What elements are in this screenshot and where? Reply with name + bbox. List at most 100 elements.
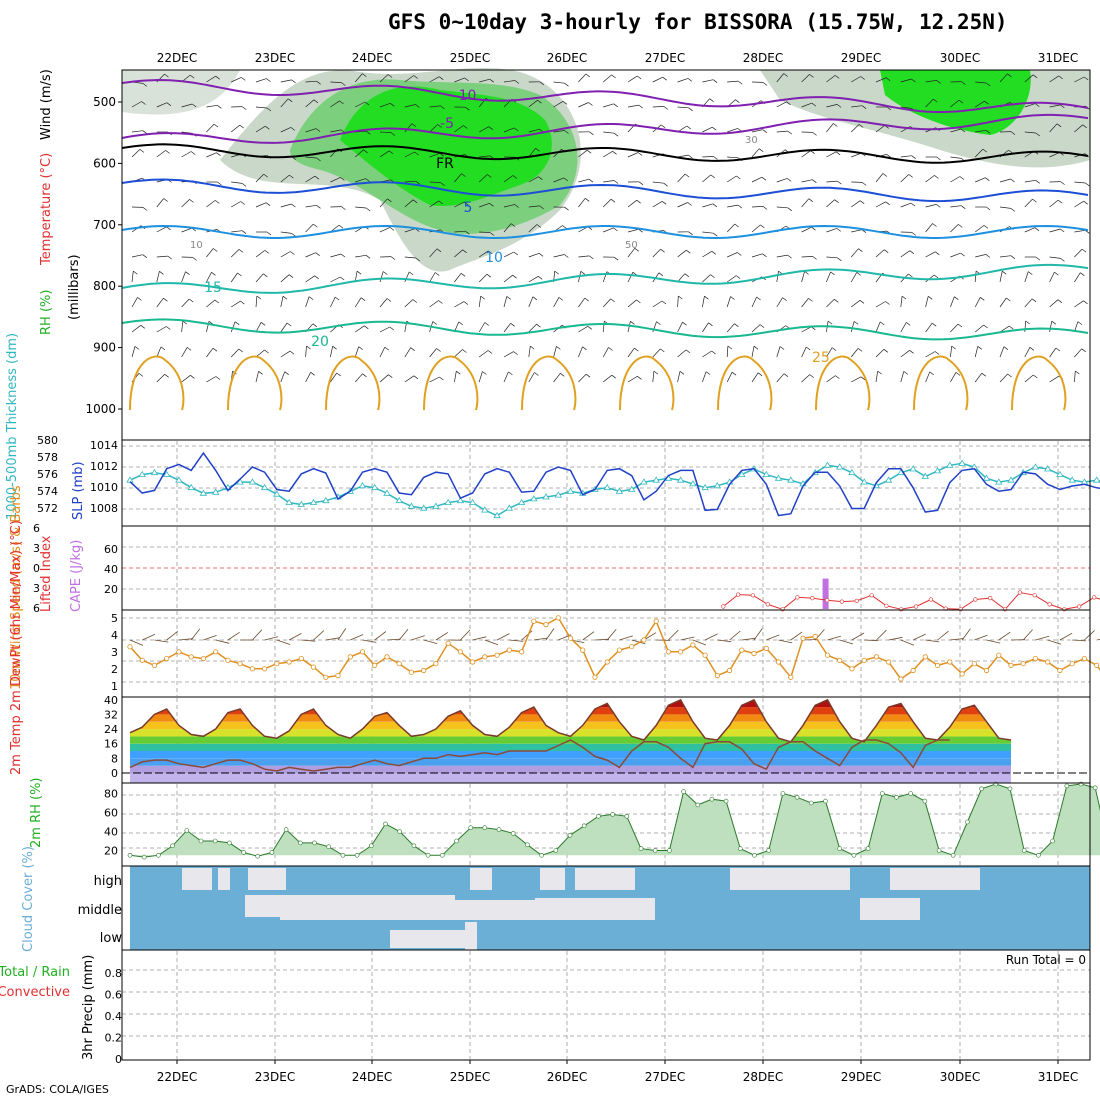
- wind-barb: [305, 99, 315, 108]
- left-tick-label: 0: [111, 767, 118, 780]
- wind-barb: [726, 323, 735, 333]
- wind-barb-flag: [510, 323, 515, 327]
- thickness-line-point: [407, 502, 416, 509]
- y-tick-label: 1000: [85, 402, 116, 416]
- wind-speed-line-point: [788, 674, 794, 680]
- wind-barb-flag: [960, 128, 966, 133]
- wind-barb: [528, 296, 534, 308]
- wind-barb-flag: [834, 299, 839, 303]
- wind-barb-flag: [489, 78, 495, 83]
- isotherm-25: [325, 355, 381, 411]
- wind-barb-flag: [935, 251, 940, 256]
- wind-barb: [528, 346, 531, 358]
- wind-barb-flag: [289, 350, 295, 355]
- wind-barb-flag: [536, 323, 541, 328]
- wind-barb-flag: [911, 155, 916, 159]
- left-tick-label: 578: [37, 451, 58, 464]
- wind-barb: [1049, 299, 1059, 308]
- wind-barb-flag: [758, 148, 764, 152]
- left-tick-label: 0.2: [105, 1032, 123, 1045]
- rh-point: [212, 838, 218, 844]
- wind-speed-line-point: [531, 618, 537, 624]
- 10m-barb: [1072, 639, 1087, 642]
- wind-barb-flag: [653, 370, 659, 375]
- wind-barb-flag: [837, 180, 842, 185]
- wind-barb: [702, 350, 712, 358]
- wind-barb: [776, 101, 787, 108]
- wind-barb: [602, 198, 612, 208]
- wind-barb: [528, 323, 537, 333]
- wind-speed-line-point: [225, 657, 231, 663]
- lifted-index-point: [839, 599, 845, 604]
- wind-speed-line-point: [702, 652, 708, 658]
- wind-barb-flag: [661, 201, 667, 205]
- wind-barb-flag: [589, 131, 594, 136]
- rh-point: [652, 848, 658, 853]
- wind-barb-flag: [859, 200, 865, 204]
- wind-barb-flag: [682, 321, 687, 326]
- wind-barb-flag: [834, 199, 839, 203]
- wind-barb: [578, 297, 586, 308]
- wind-barb: [330, 346, 333, 358]
- wind-barb: [602, 347, 609, 358]
- wind-barb: [156, 271, 160, 283]
- wind-barb-flag: [584, 198, 590, 202]
- wind-barb: [181, 199, 190, 208]
- wind-barb: [900, 174, 909, 183]
- wind-barb-flag: [885, 201, 890, 206]
- wind-barb: [826, 151, 837, 158]
- wind-barb-flag: [858, 124, 864, 128]
- wind-barb: [1049, 228, 1061, 233]
- lifted-index-point: [1062, 607, 1067, 612]
- wind-barb-flag: [463, 201, 469, 206]
- wind-barb: [305, 345, 307, 358]
- isotherm-25: [423, 355, 479, 411]
- wind-barb-flag: [432, 321, 438, 325]
- wind-barb-flag: [1051, 320, 1057, 325]
- wind-barb: [602, 321, 605, 333]
- thickness-line-point: [236, 478, 244, 485]
- wind-barb: [429, 248, 438, 258]
- wind-barb: [950, 346, 953, 358]
- wind-barb: [627, 75, 638, 83]
- wind-barb-flag: [661, 300, 667, 305]
- wind-barb: [702, 251, 712, 258]
- wind-barb-flag: [637, 152, 643, 156]
- wind-barb: [255, 295, 258, 308]
- wind-barb-flag: [263, 273, 268, 278]
- wind-barb: [230, 124, 241, 133]
- wind-barb-flag: [934, 351, 940, 355]
- wind-barb-flag: [927, 296, 933, 300]
- wind-barb-flag: [883, 349, 889, 353]
- wind-barb: [975, 129, 987, 133]
- ylabel-wind10: 10m Wind Speed (m/s) & Barbs: [9, 485, 24, 690]
- left-tick-label: 0: [115, 1053, 122, 1066]
- 10m-barb: [472, 636, 487, 641]
- wind-barb: [404, 180, 416, 183]
- wind-barb-flag: [263, 173, 268, 178]
- wind-speed-line-point: [567, 635, 574, 641]
- wind-barb-flag: [1009, 325, 1014, 330]
- rh-point: [936, 848, 942, 853]
- y-tick-label: 900: [93, 341, 116, 355]
- thickness-line-point: [689, 480, 697, 487]
- wind-barb-flag: [808, 298, 813, 302]
- wind-barb: [578, 178, 590, 183]
- right-tick-label: 40: [104, 563, 118, 576]
- wind-barb: [677, 249, 687, 258]
- wind-barb: [156, 102, 168, 108]
- rh-point: [695, 802, 701, 808]
- wind-barb: [156, 326, 167, 333]
- wind-barb-flag: [360, 297, 366, 301]
- wind-barb: [478, 350, 489, 358]
- wind-barb-flag: [141, 101, 146, 105]
- wind-barb-flag: [390, 132, 396, 136]
- 10m-barb: [374, 631, 387, 641]
- wind-barb-flag: [1075, 370, 1080, 375]
- wind-barb-flag: [587, 326, 593, 330]
- thickness-line-point: [493, 511, 501, 519]
- wind-barb: [479, 231, 491, 233]
- wind-barb-flag: [588, 102, 593, 106]
- wind-barb: [875, 249, 885, 258]
- wind-barb-flag: [166, 226, 171, 231]
